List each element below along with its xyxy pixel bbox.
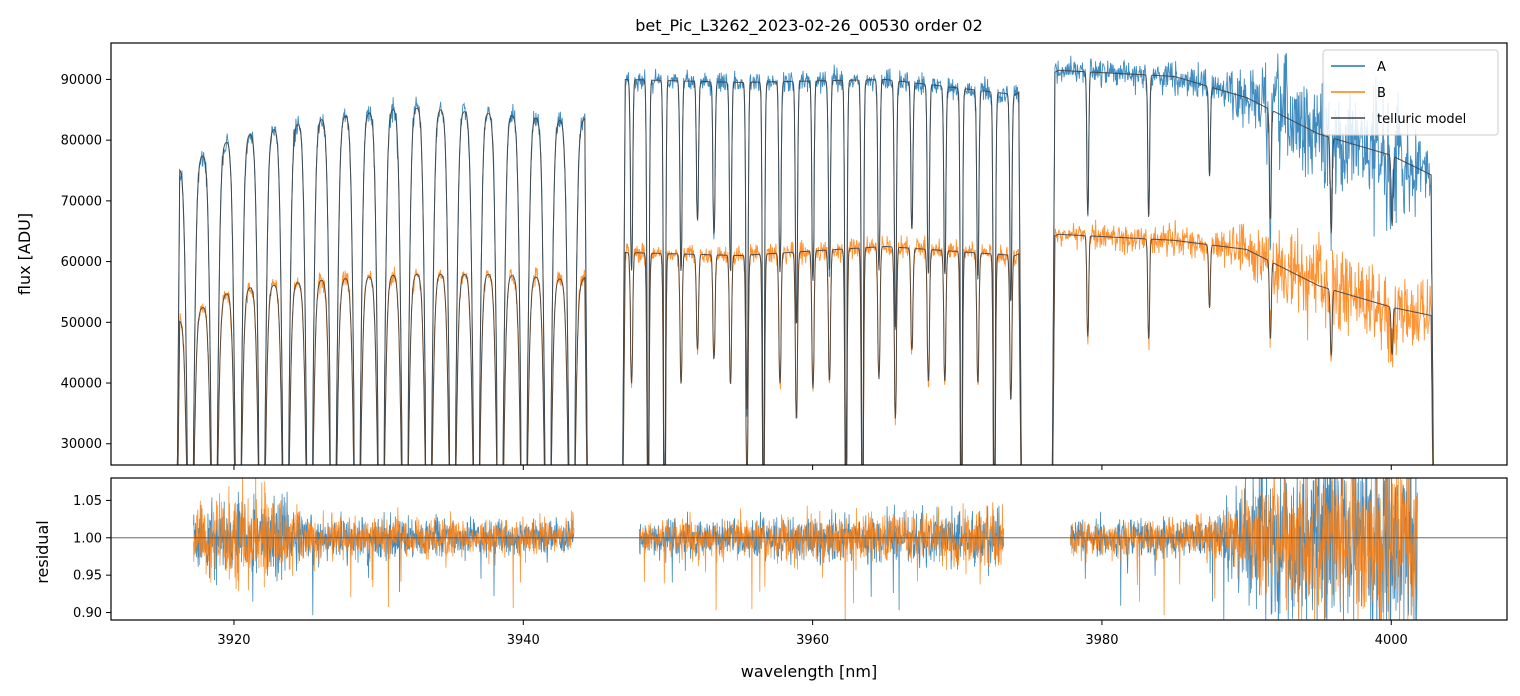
legend-label-model: telluric model xyxy=(1377,112,1466,127)
legend: A B telluric model xyxy=(1322,49,1499,136)
residual-x-tick-label: 3940 xyxy=(507,633,540,648)
residual-y-tick-label: 1.00 xyxy=(73,531,102,546)
residual-panel: 0.90 0.95 1.00 1.05 3920 3940 3960 3980 4000 re… xyxy=(33,477,1508,681)
flux-plot-area xyxy=(176,52,1434,465)
flux-axes-frame xyxy=(110,42,1508,466)
flux-x-ticks xyxy=(233,465,1392,470)
flux-y-tick-label: 90000 xyxy=(61,73,102,88)
flux-y-tick-label: 50000 xyxy=(61,316,102,331)
flux-y-tick-label: 40000 xyxy=(61,377,102,392)
residual-x-tick-label: 3960 xyxy=(796,633,829,648)
flux-y-tick-label: 70000 xyxy=(61,194,102,209)
x-axis-label: wavelength [nm] xyxy=(741,662,878,681)
residual-x-tick-label: 3920 xyxy=(217,633,250,648)
residual-x-tick-label: 4000 xyxy=(1375,633,1408,648)
residual-axes-frame xyxy=(110,477,1508,621)
residual-x-ticks: 3920 3940 3960 3980 4000 xyxy=(217,620,1408,648)
flux-y-tick-label: 30000 xyxy=(61,437,102,452)
residual-y-ticks: 0.90 0.95 1.00 1.05 xyxy=(73,494,111,621)
telluric-model-line-a xyxy=(176,69,1434,465)
flux-y-tick-label: 60000 xyxy=(61,255,102,270)
residual-y-tick-label: 1.05 xyxy=(73,494,102,509)
residual-y-label: residual xyxy=(33,520,52,583)
legend-label-a: A xyxy=(1377,60,1386,75)
telluric-model-line-b xyxy=(177,233,1434,465)
flux-y-ticks: 30000 40000 50000 60000 70000 80000 90000 xyxy=(61,73,111,452)
chart-title: bet_Pic_L3262_2023-02-26_00530 order 02 xyxy=(635,16,983,36)
spectrum-line-a xyxy=(176,52,1434,465)
legend-label-b: B xyxy=(1377,86,1386,101)
flux-y-label: flux [ADU] xyxy=(15,213,34,295)
flux-panel: 30000 40000 50000 60000 70000 80000 90000 flux… xyxy=(15,42,1508,470)
residual-y-tick-label: 0.90 xyxy=(73,606,102,621)
flux-y-tick-label: 80000 xyxy=(61,134,102,149)
residual-x-tick-label: 3980 xyxy=(1085,633,1118,648)
residual-y-tick-label: 0.95 xyxy=(73,569,102,584)
residual-plot-area xyxy=(111,478,1507,620)
spectrum-line-b xyxy=(177,219,1434,465)
legend-box xyxy=(1322,49,1499,136)
residual-line-b xyxy=(193,478,1418,620)
